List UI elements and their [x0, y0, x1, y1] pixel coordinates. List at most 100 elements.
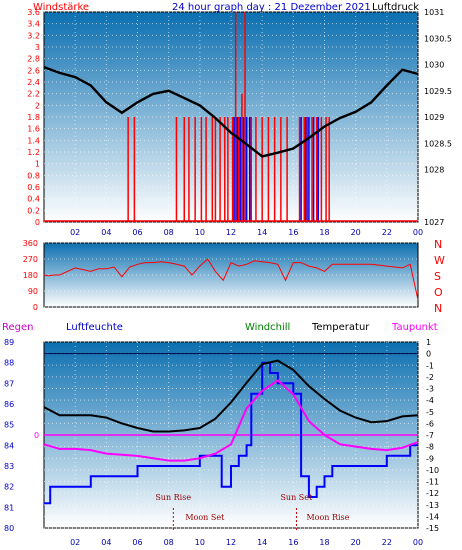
x-tick-label: 20 — [351, 228, 361, 237]
x-tick-label: 08 — [164, 228, 174, 237]
temperature-axis-tick: -8 — [426, 443, 434, 452]
pressure-axis-tick: 1028.5 — [424, 139, 452, 148]
x-tick-label: 14 — [257, 538, 267, 547]
x-tick-label: 18 — [319, 228, 329, 237]
x-tick-label: 00 — [413, 228, 423, 237]
moonrise-label: Moon Rise — [306, 513, 349, 522]
wind-axis-tick: 0.4 — [27, 195, 40, 204]
x-tick-label: 18 — [319, 538, 329, 547]
temperature-axis-tick: -9 — [426, 454, 434, 463]
wind-axis-tick: 3.6 — [27, 8, 40, 17]
humidity-axis-tick: 89 — [4, 338, 14, 347]
x-tick-label: 16 — [288, 228, 298, 237]
wind-axis-tick: 2.6 — [27, 66, 40, 75]
humidity-axis-tick: 80 — [4, 524, 14, 533]
x-tick-label: 02 — [70, 228, 80, 237]
temperature-line — [43, 359, 419, 433]
humidity-axis-tick: 84 — [4, 441, 14, 450]
pressure-axis-tick: 1029.5 — [424, 87, 452, 96]
wind-axis-tick: 3 — [35, 43, 40, 52]
panel-2-plot-area — [43, 242, 419, 308]
direction-axis-tick: 270 — [23, 255, 38, 264]
x-tick-label: 16 — [288, 538, 298, 547]
direction-axis-tick: 90 — [28, 287, 38, 296]
x-tick-label: 12 — [226, 538, 236, 547]
x-tick-label: 08 — [164, 538, 174, 547]
pressure-axis-tick: 1029 — [424, 113, 444, 122]
temperature-axis-tick: -11 — [426, 478, 439, 487]
wind-axis-tick: 3.2 — [27, 31, 40, 40]
temperature-axis-tick: -13 — [426, 501, 439, 510]
wind-axis-tick: 2.4 — [27, 78, 40, 87]
pressure-axis-tick: 1028 — [424, 166, 444, 175]
pressure-axis-tick: 1027 — [424, 218, 444, 227]
wind-axis-tick: 2 — [35, 101, 40, 110]
wind-axis-tick: 0.6 — [27, 183, 40, 192]
wind-axis-tick: 0.8 — [27, 171, 40, 180]
direction-axis-tick: 0 — [33, 303, 38, 312]
temperature-axis-tick: -15 — [426, 524, 439, 533]
x-tick-label: 06 — [132, 228, 142, 237]
humidity-axis-tick: 81 — [4, 503, 14, 512]
temperatur-label: Temperatur — [311, 322, 370, 333]
temperature-axis-tick: -1 — [426, 361, 434, 370]
wind-axis-tick: 1.2 — [27, 148, 40, 157]
regen-label: Regen — [2, 322, 34, 333]
x-tick-label: 10 — [195, 228, 205, 237]
compass-label: N — [434, 238, 442, 251]
wind-axis-tick: 1 — [35, 160, 40, 169]
pressure-line — [43, 65, 419, 158]
x-tick-label: 10 — [195, 538, 205, 547]
x-tick-label: 12 — [226, 228, 236, 237]
rain-zero-label: 0 — [34, 431, 39, 440]
wind-axis-tick: 0.2 — [27, 206, 40, 215]
temperature-axis-tick: 0 — [426, 350, 431, 359]
temperature-axis-tick: -3 — [426, 385, 434, 394]
moonset-label: Moon Set — [185, 513, 225, 522]
x-tick-label: 22 — [382, 228, 392, 237]
compass-label: O — [434, 286, 443, 299]
wind-axis-tick: 1.8 — [27, 113, 40, 122]
x-tick-label: 00 — [413, 538, 423, 547]
pressure-axis-tick: 1031 — [424, 8, 444, 17]
sunset-label: Sun Set — [280, 493, 313, 502]
wind-axis-tick: 3.4 — [27, 20, 40, 29]
humidity-axis-tick: 88 — [4, 359, 14, 368]
humidity-line — [44, 361, 418, 505]
wind-axis-tick: 1.4 — [27, 136, 40, 145]
windchill-label: Windchill — [245, 322, 290, 333]
humidity-axis-tick: 85 — [4, 421, 14, 430]
wind-direction-line — [43, 258, 419, 301]
x-tick-label: 04 — [101, 538, 111, 547]
direction-axis-tick: 180 — [23, 271, 38, 280]
sunrise-label: Sun Rise — [155, 493, 191, 502]
wind-axis-tick: 0 — [35, 218, 40, 227]
humidity-axis-tick: 83 — [4, 462, 14, 471]
compass-label: S — [434, 270, 441, 283]
humidity-axis-tick: 82 — [4, 483, 14, 492]
compass-label: N — [434, 302, 442, 315]
right-axis-title: Luftdruck — [372, 2, 419, 13]
x-tick-label: 02 — [70, 538, 80, 547]
dewpoint-line — [43, 379, 419, 462]
x-tick-label: 22 — [382, 538, 392, 547]
pressure-axis-tick: 1030 — [424, 61, 444, 70]
left-axis-title: Windstärke — [33, 2, 89, 13]
wind-axis-tick: 1.6 — [27, 125, 40, 134]
x-tick-label: 06 — [132, 538, 142, 547]
x-tick-label: 14 — [257, 228, 267, 237]
x-tick-label: 20 — [351, 538, 361, 547]
pressure-axis-tick: 1030.5 — [424, 34, 452, 43]
compass-label: W — [434, 254, 445, 267]
taupunkt-label: Taupunkt — [391, 322, 438, 333]
humidity-axis-tick: 87 — [4, 379, 14, 388]
temperature-axis-tick: -2 — [426, 373, 434, 382]
direction-axis-tick: 360 — [23, 239, 38, 248]
temperature-axis-tick: -10 — [426, 466, 439, 475]
temperature-axis-tick: -6 — [426, 419, 434, 428]
luftfeuchte-label: Luftfeuchte — [66, 322, 123, 333]
humidity-axis-tick: 86 — [4, 400, 14, 409]
temperature-axis-tick: -7 — [426, 431, 434, 440]
temperature-axis-tick: -12 — [426, 489, 439, 498]
